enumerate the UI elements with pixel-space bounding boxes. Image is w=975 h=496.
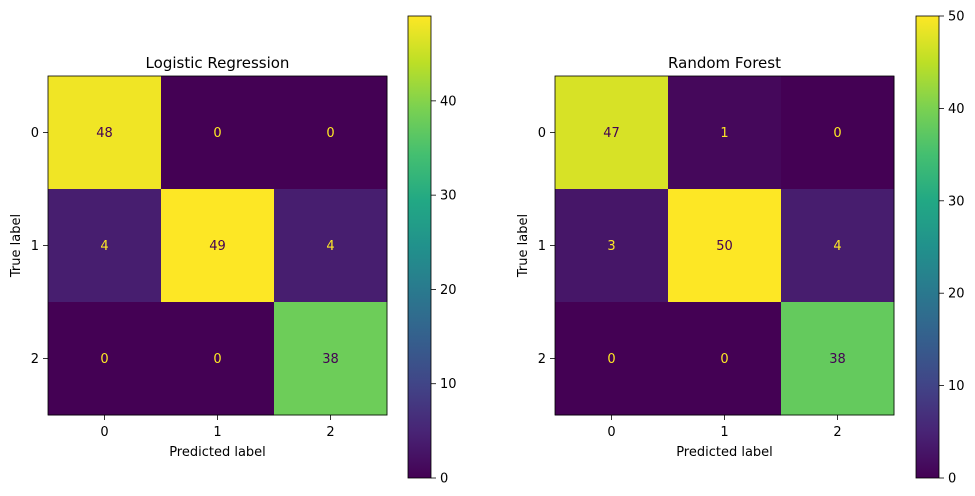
cell-value-label: 0 bbox=[213, 352, 221, 367]
heatmap-cell bbox=[781, 189, 895, 303]
heatmap-cell bbox=[274, 189, 388, 303]
colorbar-tick-label: 0 bbox=[440, 472, 448, 487]
cell-value-label: 0 bbox=[607, 352, 615, 367]
chart-title: Random Forest bbox=[668, 54, 781, 72]
cell-value-label: 0 bbox=[326, 126, 334, 141]
x-tick-label: 1 bbox=[720, 425, 728, 440]
cell-value-label: 38 bbox=[829, 352, 846, 367]
cell-value-label: 38 bbox=[322, 352, 339, 367]
cell-value-label: 0 bbox=[720, 352, 728, 367]
cell-value-label: 48 bbox=[96, 126, 113, 141]
colorbar-tick-label: 10 bbox=[948, 379, 965, 394]
y-axis-label: True label bbox=[9, 214, 24, 278]
colorbar-tick-label: 0 bbox=[948, 472, 956, 487]
cell-value-label: 4 bbox=[326, 239, 334, 254]
y-tick-label: 2 bbox=[31, 352, 39, 367]
cell-value-label: 47 bbox=[603, 126, 620, 141]
cell-value-label: 50 bbox=[716, 239, 733, 254]
colorbar bbox=[407, 15, 432, 479]
heatmap-cell bbox=[161, 189, 275, 303]
colorbar-tick-label: 40 bbox=[440, 94, 457, 109]
heatmap-cell bbox=[781, 302, 895, 416]
heatmap-cell bbox=[161, 76, 275, 190]
heatmap-cell bbox=[668, 189, 782, 303]
heatmap-cell bbox=[274, 76, 388, 190]
colorbar-tick-label: 50 bbox=[948, 10, 965, 25]
colorbar-tick-label: 40 bbox=[948, 102, 965, 117]
heatmap-cell bbox=[48, 302, 162, 416]
heatmap-cell bbox=[48, 189, 162, 303]
x-axis-label: Predicted label bbox=[169, 445, 266, 460]
cell-value-label: 0 bbox=[833, 126, 841, 141]
colorbar bbox=[915, 15, 940, 479]
cell-value-label: 3 bbox=[607, 239, 615, 254]
y-tick-label: 0 bbox=[31, 126, 39, 141]
x-tick-label: 2 bbox=[833, 425, 841, 440]
y-axis-label: True label bbox=[516, 214, 531, 278]
heatmap-cell bbox=[781, 76, 895, 190]
y-tick-label: 2 bbox=[538, 352, 546, 367]
cell-value-label: 4 bbox=[833, 239, 841, 254]
heatmap-cell bbox=[555, 76, 669, 190]
cell-value-label: 1 bbox=[720, 126, 728, 141]
heatmap-cell bbox=[668, 76, 782, 190]
heatmap-cell bbox=[555, 302, 669, 416]
y-tick-label: 0 bbox=[538, 126, 546, 141]
cell-value-label: 4 bbox=[100, 239, 108, 254]
cell-value-label: 49 bbox=[209, 239, 226, 254]
x-tick-label: 0 bbox=[607, 425, 615, 440]
y-tick-label: 1 bbox=[538, 239, 546, 254]
cell-value-label: 0 bbox=[213, 126, 221, 141]
x-tick-label: 1 bbox=[213, 425, 221, 440]
heatmap-cell bbox=[48, 76, 162, 190]
x-tick-label: 0 bbox=[100, 425, 108, 440]
y-tick-label: 1 bbox=[31, 239, 39, 254]
colorbar-tick-label: 20 bbox=[440, 283, 457, 298]
x-tick-label: 2 bbox=[326, 425, 334, 440]
chart-title: Logistic Regression bbox=[146, 54, 290, 72]
colorbar-tick-label: 30 bbox=[440, 189, 457, 204]
heatmap-cell bbox=[274, 302, 388, 416]
colorbar-tick-label: 10 bbox=[440, 377, 457, 392]
heatmap-cell bbox=[668, 302, 782, 416]
heatmap-cell bbox=[161, 302, 275, 416]
cell-value-label: 0 bbox=[100, 352, 108, 367]
x-axis-label: Predicted label bbox=[676, 445, 773, 460]
colorbar-tick-label: 30 bbox=[948, 194, 965, 209]
heatmap-cell bbox=[555, 189, 669, 303]
colorbar-tick-label: 20 bbox=[948, 287, 965, 302]
